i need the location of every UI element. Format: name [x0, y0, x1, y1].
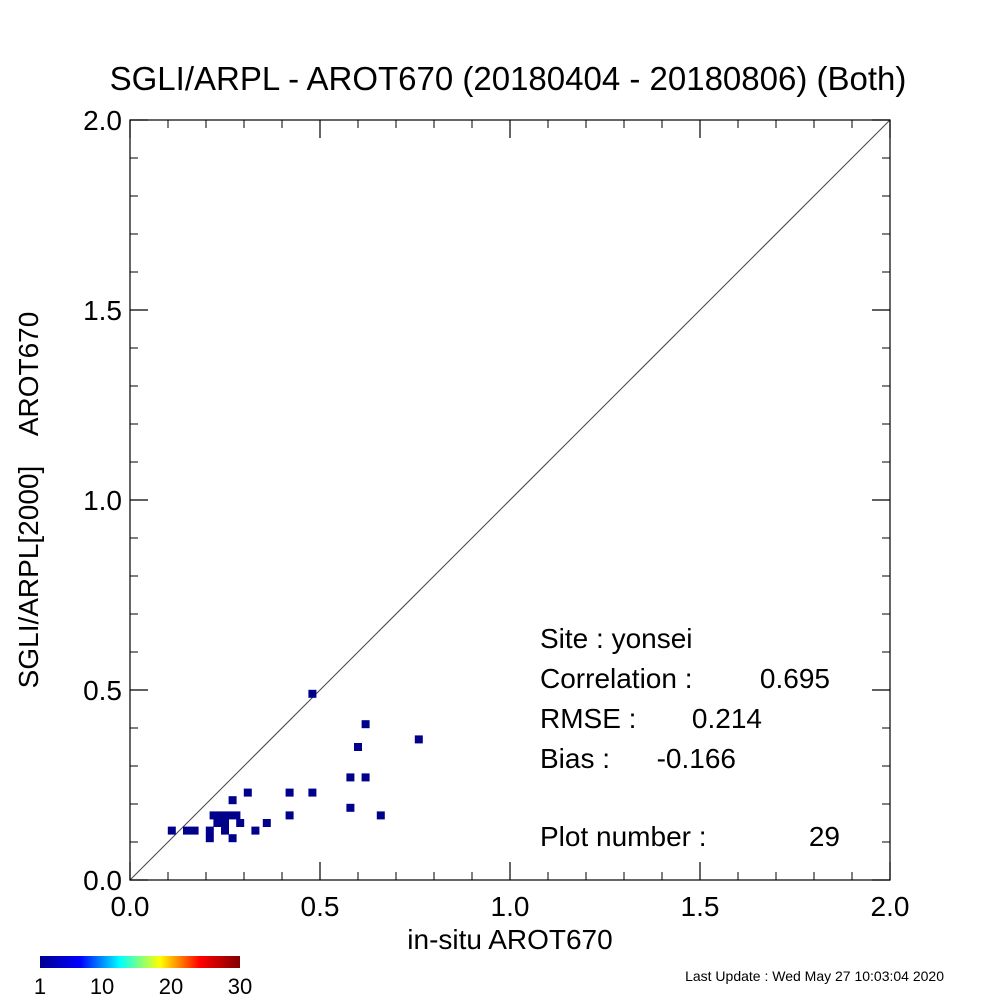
data-point: [308, 788, 317, 797]
data-point: [232, 811, 241, 820]
x-tick-labels: 0.0 0.5 1.0 1.5 2.0: [111, 891, 910, 922]
y-tick-label: 0.5: [83, 675, 122, 706]
stats-bias-label: Bias :: [540, 743, 610, 774]
data-point: [217, 811, 226, 820]
x-tick-label: 1.5: [681, 891, 720, 922]
chart-title: SGLI/ARPL - AROT670 (20180404 - 20180806…: [110, 60, 907, 97]
data-point: [221, 819, 229, 827]
colorbar-label: 10: [90, 974, 114, 999]
data-point: [308, 689, 317, 698]
x-tick-label: 0.0: [111, 891, 150, 922]
x-tick-label: 0.5: [301, 891, 340, 922]
y-axis-label: SGLI/ARPL[2000] AROT670: [13, 312, 44, 689]
data-point: [224, 811, 233, 820]
data-point: [262, 819, 271, 827]
colorbar-label: 20: [159, 974, 183, 999]
data-point: [167, 826, 176, 835]
data-point: [251, 826, 260, 835]
stats-box: Site : yonsei Correlation : 0.695 RMSE :…: [540, 623, 840, 852]
data-point: [243, 788, 252, 797]
data-point: [221, 826, 229, 835]
x-axis-label: in-situ AROT670: [407, 924, 612, 955]
x-tick-label: 1.0: [491, 891, 530, 922]
one-to-one-line: [129, 119, 891, 881]
y-tick-labels: 0.0 0.5 1.0 1.5 2.0: [83, 105, 122, 896]
colorbar: [40, 956, 240, 968]
data-point: [228, 796, 237, 805]
y-tick-label: 1.5: [83, 295, 122, 326]
colorbar-labels: 1 10 20 30: [34, 974, 252, 999]
data-point: [354, 743, 362, 751]
colorbar-label: 30: [228, 974, 252, 999]
data-point: [361, 720, 370, 729]
data-point: [285, 811, 294, 820]
y-tick-label: 0.0: [83, 865, 122, 896]
stats-rmse-value: 0.214: [692, 703, 762, 734]
major-ticks: [129, 119, 891, 881]
stats-site: Site : yonsei: [540, 623, 693, 654]
stats-plot-number-label: Plot number :: [540, 821, 707, 852]
data-point: [285, 788, 294, 797]
data-point: [190, 826, 199, 835]
y-tick-label: 2.0: [83, 105, 122, 136]
data-point: [236, 819, 245, 827]
data-point: [414, 735, 423, 744]
data-point: [346, 803, 355, 812]
x-tick-label: 2.0: [871, 891, 910, 922]
data-points: [167, 689, 423, 843]
stats-bias-value: -0.166: [657, 743, 736, 774]
stats-rmse-label: RMSE :: [540, 703, 636, 734]
stats-plot-number-value: 29: [809, 821, 840, 852]
data-point: [376, 811, 385, 820]
stats-correlation-value: 0.695: [760, 663, 830, 694]
stats-correlation-label: Correlation :: [540, 663, 693, 694]
data-point: [346, 773, 355, 782]
last-update-footer: Last Update : Wed May 27 10:03:04 2020: [685, 968, 944, 984]
data-point: [183, 826, 191, 835]
minor-ticks: [130, 120, 890, 880]
data-point: [213, 819, 222, 827]
data-point: [205, 834, 214, 843]
y-tick-label: 1.0: [83, 485, 122, 516]
data-point: [228, 834, 237, 843]
colorbar-label: 1: [34, 974, 46, 999]
data-point: [205, 826, 214, 835]
data-point: [361, 773, 370, 782]
data-point: [209, 811, 218, 820]
